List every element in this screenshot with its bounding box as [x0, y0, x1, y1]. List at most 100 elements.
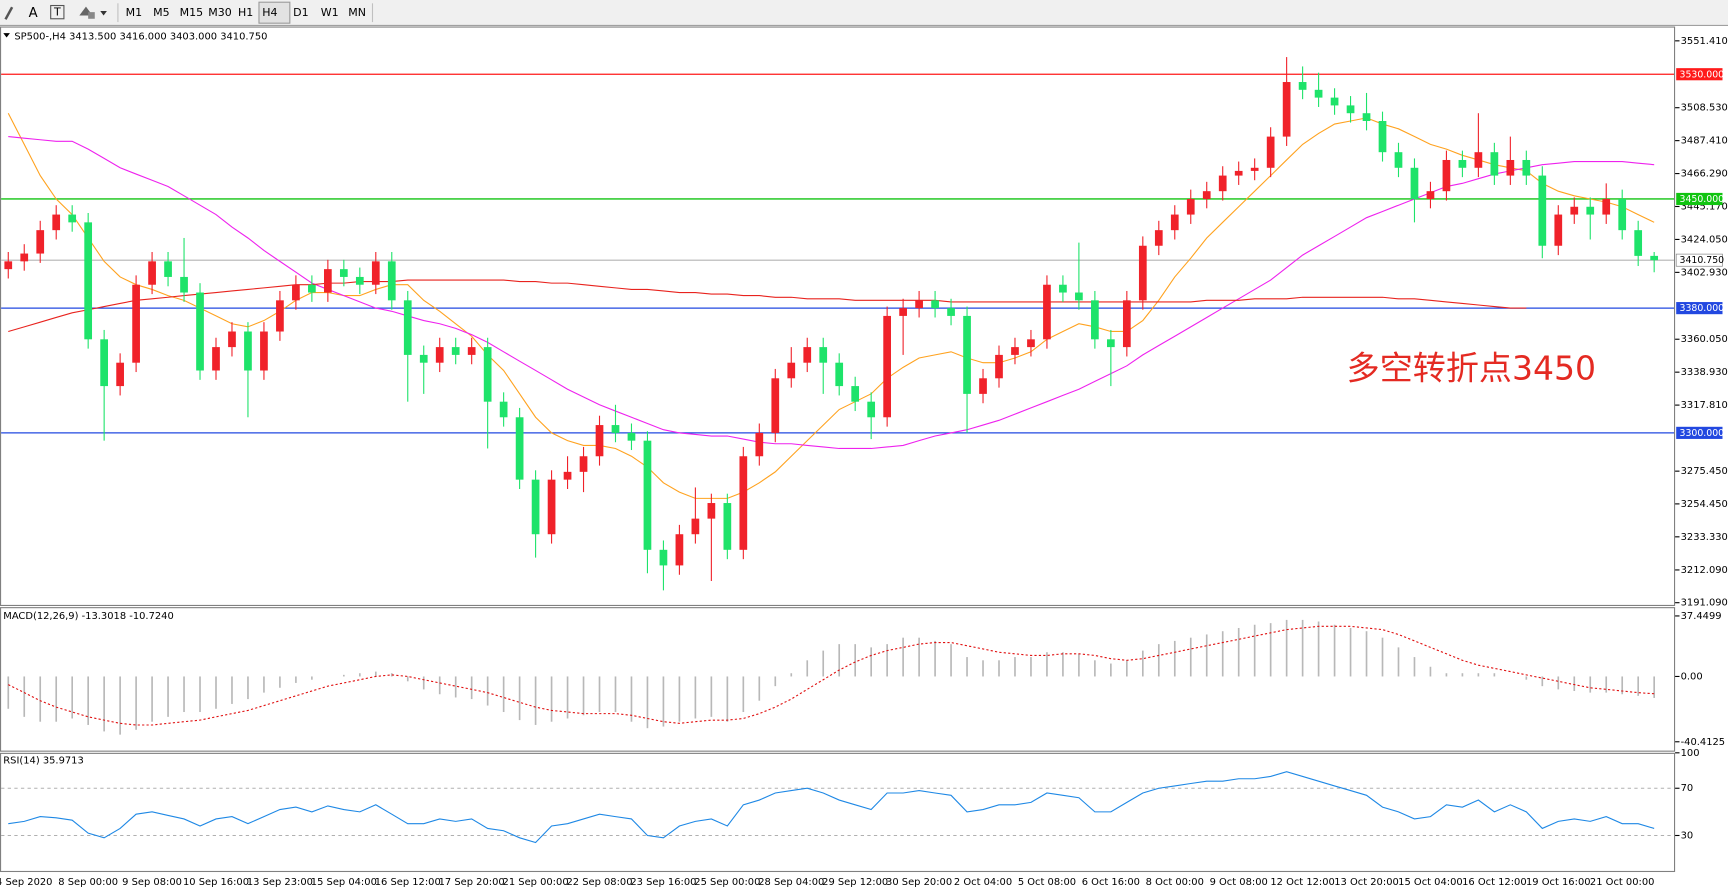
x-tick-label: 15 Sep 04:00	[311, 877, 377, 888]
candle-body	[36, 230, 45, 254]
candle-body	[1394, 152, 1403, 168]
candle-body	[371, 261, 380, 285]
candle-body	[1027, 339, 1035, 348]
candle-body	[451, 347, 460, 355]
candle-body	[1506, 159, 1515, 176]
text-tool[interactable]: A	[29, 6, 38, 21]
candle-body	[435, 347, 444, 363]
pen-tool[interactable]	[4, 6, 14, 20]
x-tick-label: 22 Sep 08:00	[566, 877, 632, 888]
candle-body	[1458, 159, 1467, 168]
chart-title: SP500-,H4 3413.500 3416.000 3403.000 341…	[14, 31, 267, 42]
timeframe-button[interactable]: H4	[262, 6, 277, 19]
candle-body	[691, 518, 700, 535]
label-tool[interactable]: T	[50, 4, 65, 20]
candle-body	[787, 362, 796, 379]
candle-body	[308, 284, 316, 293]
timeframe-button[interactable]: MN	[348, 6, 366, 19]
x-tick-label: 17 Sep 20:00	[439, 877, 505, 888]
candle-body	[1091, 300, 1099, 340]
x-tick-label: 8 Sep 00:00	[58, 877, 118, 888]
candle-body	[292, 284, 300, 301]
candle-body	[899, 308, 907, 316]
y-tick-label: 3212.090	[1681, 565, 1728, 576]
level-label-bg	[1676, 302, 1723, 315]
y-tick-label: 30	[1681, 830, 1694, 841]
candle-body	[1538, 175, 1547, 246]
candle-body	[1442, 159, 1451, 192]
timeframe-button[interactable]: M1	[126, 6, 143, 19]
candle-body	[116, 362, 124, 387]
candle-body	[212, 347, 220, 371]
candle-body	[1378, 121, 1387, 153]
moving-average	[8, 279, 1527, 333]
candle-body	[68, 214, 77, 223]
candle-body	[659, 549, 668, 566]
candle-body	[627, 432, 636, 441]
level-label-bg	[1676, 68, 1723, 81]
candle-body	[84, 222, 93, 340]
candle-body	[835, 362, 844, 387]
candle-body	[643, 440, 652, 550]
x-tick-label: 29 Sep 12:00	[822, 877, 888, 888]
candle-body	[1474, 152, 1483, 168]
candle-body	[148, 261, 156, 285]
candle-body	[1314, 89, 1323, 98]
svg-text:T: T	[53, 6, 61, 19]
candle-body	[228, 331, 236, 348]
candle-body	[1059, 284, 1067, 293]
candle-body	[707, 503, 716, 519]
candle-body	[1554, 214, 1563, 246]
x-tick-label: 16 Oct 12:00	[1462, 877, 1527, 888]
level-label: 3530.000	[1680, 69, 1725, 80]
candle-body	[387, 261, 396, 301]
x-tick-label: 9 Oct 08:00	[1210, 877, 1268, 888]
candle-body	[755, 432, 764, 457]
candle-body	[611, 425, 620, 433]
x-tick-label: 25 Sep 00:00	[694, 877, 760, 888]
x-tick-label: 23 Sep 16:00	[630, 877, 696, 888]
candle-body	[723, 503, 732, 550]
candle-body	[1522, 159, 1531, 176]
timeframe-button[interactable]: H1	[238, 6, 253, 19]
candle-body	[100, 339, 108, 387]
candle-body	[515, 417, 524, 480]
candle-body	[1618, 198, 1627, 231]
price-panel	[0, 26, 1676, 607]
candle-body	[260, 331, 268, 371]
candle-body	[1122, 300, 1131, 348]
timeframe-button[interactable]: W1	[321, 6, 339, 19]
candle-body	[979, 378, 987, 394]
x-tick-label: 4 Sep 2020	[0, 877, 52, 888]
x-tick-label: 6 Oct 16:00	[1082, 877, 1140, 888]
x-tick-label: 10 Sep 16:00	[183, 877, 249, 888]
active-timeframe	[258, 1, 291, 24]
candle-body	[1490, 152, 1499, 176]
y-tick-label: 3508.530	[1681, 103, 1728, 114]
x-tick-label: 8 Oct 00:00	[1146, 877, 1204, 888]
level-label: 3450.000	[1680, 194, 1725, 205]
candle-body	[1043, 284, 1051, 340]
rsi-line	[8, 771, 1655, 844]
timeframe-button[interactable]: M15	[180, 6, 204, 19]
shapes-tool[interactable]	[79, 6, 107, 19]
candle-body	[867, 401, 876, 418]
timeframe-button[interactable]: M30	[208, 6, 232, 19]
timeframe-button[interactable]: D1	[293, 6, 308, 19]
x-tick-label: 16 Sep 12:00	[375, 877, 441, 888]
candle-body	[1330, 97, 1339, 106]
x-tick-label: 15 Oct 04:00	[1398, 877, 1463, 888]
candle-body	[595, 425, 604, 457]
candle-body	[1602, 198, 1611, 215]
candle-body	[675, 534, 684, 566]
x-tick-label: 5 Oct 08:00	[1018, 877, 1076, 888]
candle-body	[1650, 255, 1659, 261]
candle-body	[579, 456, 588, 472]
candle-body	[739, 456, 748, 550]
timeframe-button[interactable]: M5	[153, 6, 170, 19]
candle-body	[819, 347, 828, 363]
candle-body	[403, 300, 412, 355]
y-tick-label: 3275.450	[1681, 466, 1728, 477]
